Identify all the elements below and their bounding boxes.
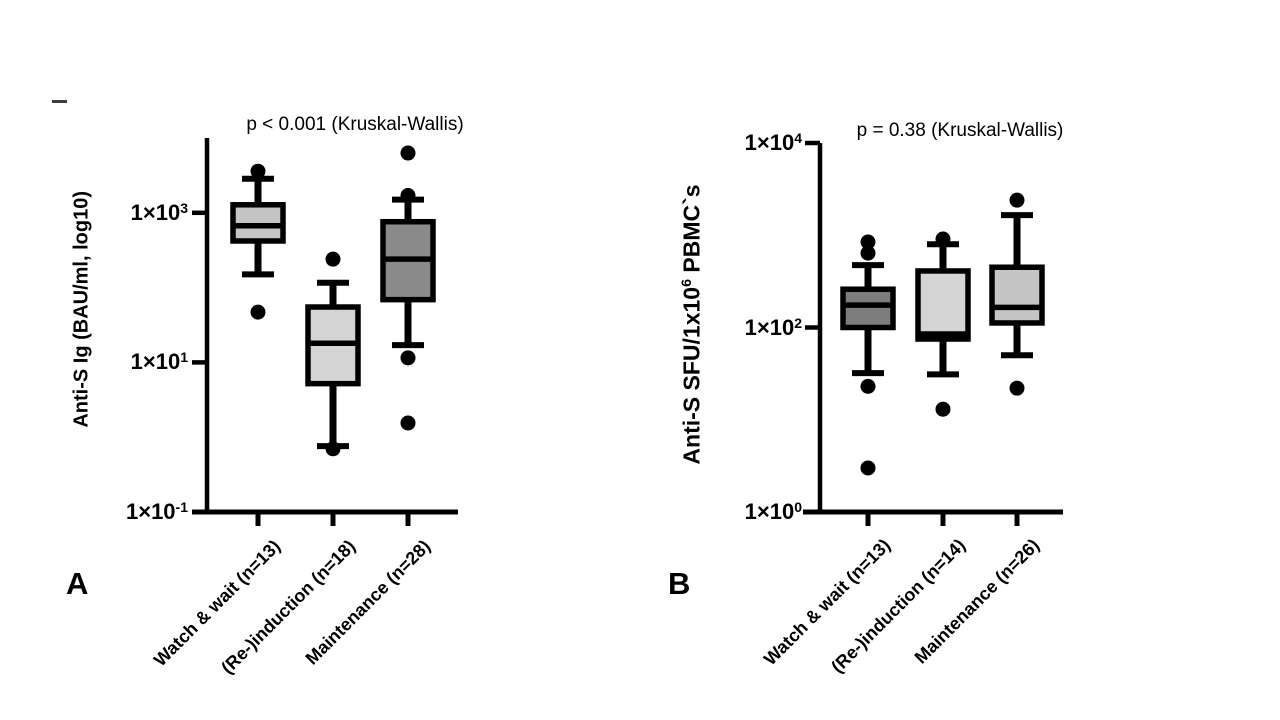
outlier-dot [325,441,341,457]
outlier-dot [860,460,876,476]
outlier-dot [400,145,416,161]
outlier-dot [400,188,416,204]
y-tick-exponent: 1 [180,349,188,366]
panel-b-pvalue-text: p = 0.38 (Kruskal-Wallis) [856,120,1064,141]
iqr-box [915,268,971,342]
y-tick-label: 1×102 [662,314,802,340]
iqr-box [230,202,286,244]
outlier-dot [400,415,416,431]
y-tick-exponent: 0 [794,499,802,515]
outlier-dot [325,251,341,267]
outlier-dot [860,378,876,394]
panel-b-y-axis-title-sup: 6 [678,278,695,287]
y-tick-mantissa: 1×10 [130,349,181,375]
panel-b-y-axis-title-pre: Anti-S SFU/1x10 [678,286,705,465]
outlier-dot [250,304,266,320]
iqr-box [840,286,896,331]
y-tick-exponent: 3 [180,199,188,216]
y-tick-exponent: 2 [794,314,802,331]
y-tick-mantissa: 1×10 [744,130,795,155]
y-tick-mantissa: 1×10 [125,499,176,524]
outlier-dot [1009,192,1025,208]
y-tick-label: 1×10-1 [48,499,188,524]
outlier-dot [400,350,416,366]
y-tick-exponent: -1 [175,499,188,515]
panel-b-letter: B [668,566,691,601]
outlier-dot [1009,380,1025,396]
outlier-dot [860,245,876,261]
y-tick-exponent: 4 [794,130,802,146]
y-tick-label: 1×101 [48,349,188,375]
outlier-dot [935,231,951,247]
panel-a-letter: A [66,566,89,601]
iqr-box [989,264,1045,326]
y-tick-mantissa: 1×10 [744,314,795,340]
y-tick-label: 1×104 [662,130,802,155]
outlier-dot [860,234,876,250]
y-tick-mantissa: 1×10 [130,199,181,225]
outlier-dot [250,163,266,179]
y-tick-label: 1×100 [662,499,802,524]
outlier-dot [935,401,951,417]
panel-a-pvalue-text: p < 0.001 (Kruskal-Wallis) [246,114,464,135]
panel-a-y-axis-title-pre: Anti-S Ig (BAU/ml, log10) [70,191,93,428]
stray-crop-mark [52,100,67,103]
y-tick-label: 1×103 [48,199,188,225]
y-tick-mantissa: 1×10 [744,499,795,524]
panel-b-y-axis-title-post: PBMC`s [678,184,705,279]
